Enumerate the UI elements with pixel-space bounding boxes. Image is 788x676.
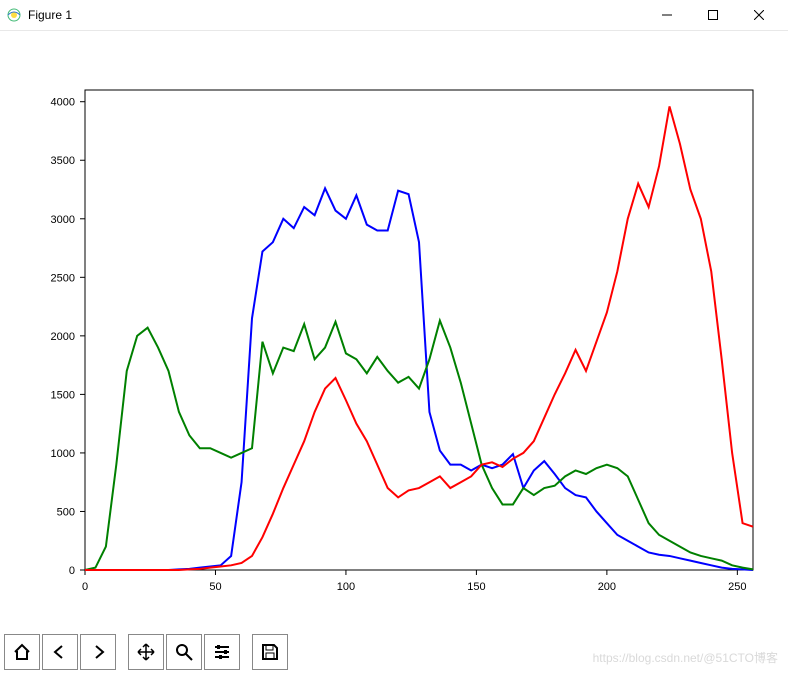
close-button[interactable] bbox=[736, 0, 782, 30]
maximize-button[interactable] bbox=[690, 0, 736, 30]
histogram-chart: 0501001502002500500100015002000250030003… bbox=[0, 30, 788, 630]
configure-button[interactable] bbox=[204, 634, 240, 670]
titlebar: Figure 1 bbox=[0, 0, 788, 31]
matplotlib-toolbar bbox=[4, 634, 290, 672]
svg-text:2500: 2500 bbox=[51, 272, 75, 284]
back-button[interactable] bbox=[42, 634, 78, 670]
svg-text:200: 200 bbox=[598, 581, 616, 593]
svg-text:50: 50 bbox=[209, 581, 221, 593]
svg-text:100: 100 bbox=[337, 581, 355, 593]
forward-button[interactable] bbox=[80, 634, 116, 670]
svg-text:3000: 3000 bbox=[51, 214, 75, 226]
svg-text:1500: 1500 bbox=[51, 389, 75, 401]
svg-text:4000: 4000 bbox=[51, 97, 75, 109]
pan-button[interactable] bbox=[128, 634, 164, 670]
svg-text:0: 0 bbox=[82, 581, 88, 593]
app-icon bbox=[6, 7, 22, 23]
plot-area: 0501001502002500500100015002000250030003… bbox=[0, 30, 788, 630]
save-button[interactable] bbox=[252, 634, 288, 670]
svg-text:150: 150 bbox=[467, 581, 485, 593]
svg-text:500: 500 bbox=[57, 506, 75, 518]
minimize-button[interactable] bbox=[644, 0, 690, 30]
window-title: Figure 1 bbox=[28, 8, 72, 22]
svg-text:2000: 2000 bbox=[51, 331, 75, 343]
watermark-text: https://blog.csdn.net/@51CTO博客 bbox=[593, 649, 778, 666]
svg-text:3500: 3500 bbox=[51, 155, 75, 167]
home-button[interactable] bbox=[4, 634, 40, 670]
svg-text:0: 0 bbox=[69, 565, 75, 577]
svg-text:250: 250 bbox=[728, 581, 746, 593]
figure-window: Figure 1 0501001502002500500100015002000… bbox=[0, 0, 788, 676]
svg-text:1000: 1000 bbox=[51, 448, 75, 460]
zoom-button[interactable] bbox=[166, 634, 202, 670]
